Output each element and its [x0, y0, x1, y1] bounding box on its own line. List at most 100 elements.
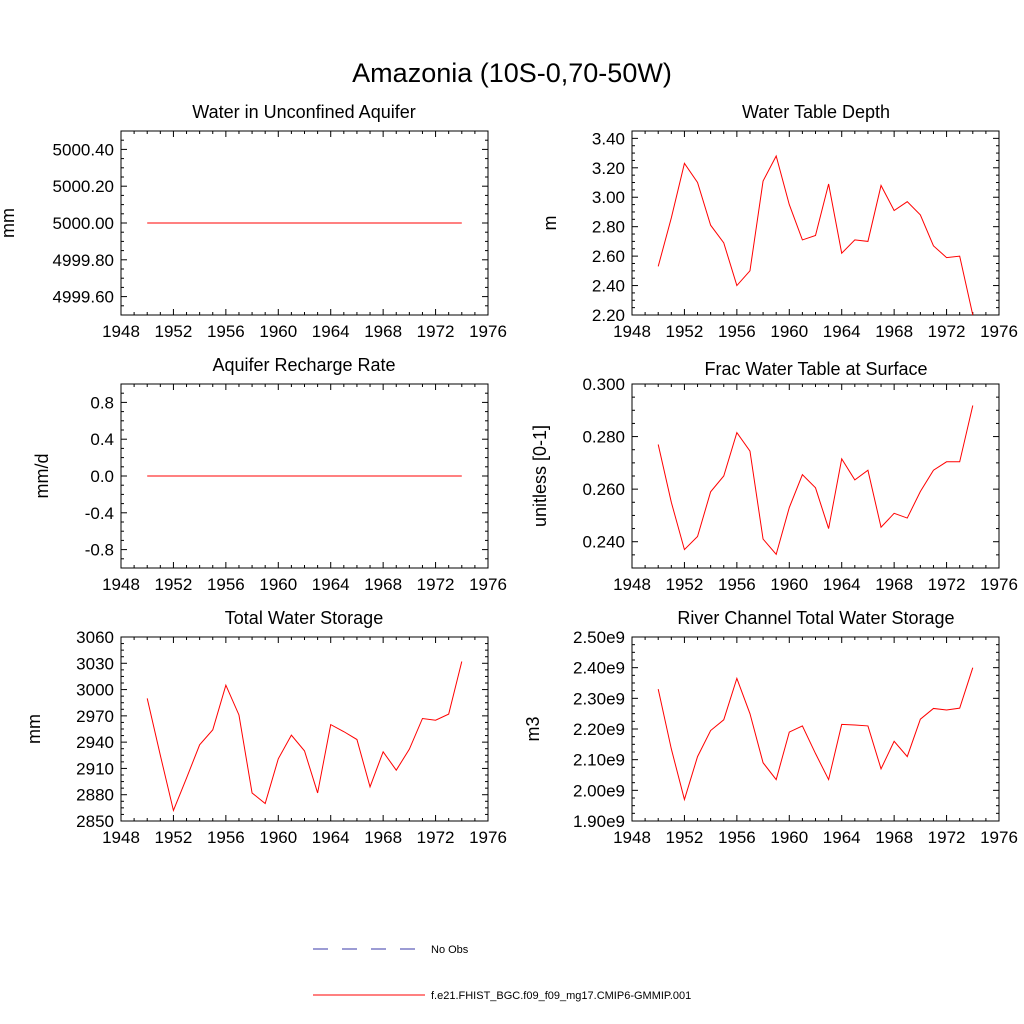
y-tick-label: -0.8 — [85, 541, 114, 560]
x-tick-label: 1964 — [823, 828, 861, 847]
y-tick-label: 3.20 — [592, 159, 625, 178]
panel-frac-water-table-at-surface: Frac Water Table at Surface 1948 1952 1956… — [530, 359, 1018, 594]
x-tick-label: 1968 — [364, 828, 402, 847]
y-axis-label: mm — [24, 714, 44, 744]
y-tick-label: 3030 — [76, 654, 114, 673]
x-tick-label: 1956 — [718, 575, 756, 594]
plot-frame — [120, 636, 489, 822]
legend: No Obs f.e21.FHIST_BGC.f09_f09_mg17.CMIP… — [313, 944, 691, 1002]
legend-label: No Obs — [431, 944, 469, 956]
y-tick-label: 2.30e9 — [573, 689, 625, 708]
y-tick-label: 2.00e9 — [573, 781, 625, 800]
plot-area: 1948 1952 1956 1960 1964 1968 1972 1976 4999.60 4… — [0, 130, 507, 341]
x-tick-label: 1976 — [980, 828, 1018, 847]
legend-label: f.e21.FHIST_BGC.f09_f09_mg17.CMIP6-GMMIP… — [431, 990, 691, 1002]
y-tick-label: 2.80 — [592, 218, 625, 237]
plot-area: 1948 1952 1956 1960 1964 1968 1972 1976 2.20 2.40… — [540, 129, 1018, 341]
panel-title: Aquifer Recharge Rate — [212, 355, 395, 375]
x-tick-label: 1956 — [207, 828, 245, 847]
x-tick-label: 1976 — [469, 322, 507, 341]
y-tick-label: 2.10e9 — [573, 751, 625, 770]
x-tick-label: 1960 — [770, 828, 808, 847]
x-tick-label: 1948 — [102, 575, 140, 594]
x-tick-label: 1952 — [666, 575, 704, 594]
y-tick-label: 2.50e9 — [573, 628, 625, 647]
y-tick-label: 2.40e9 — [573, 659, 625, 678]
plot-area: 1948 1952 1956 1960 1964 1968 1972 1976 -0.8 -0.4… — [32, 383, 507, 594]
panel-water-table-depth: Water Table Depth 1948 1952 1956 1960 1964 19… — [540, 102, 1018, 341]
panel-total-water-storage: Total Water Storage 1948 1952 1956 1960 1964… — [24, 608, 507, 847]
x-tick-label: 1964 — [823, 575, 861, 594]
y-tick-label: 2850 — [76, 812, 114, 831]
panel-water-in-unconfined-aquifer: Water in Unconfined Aquifer 1948 1952 1956… — [0, 102, 507, 341]
x-tick-label: 1968 — [875, 575, 913, 594]
x-tick-label: 1976 — [469, 828, 507, 847]
series-line — [657, 667, 974, 802]
x-tick-label: 1948 — [613, 322, 651, 341]
y-tick-label: 0.260 — [582, 480, 625, 499]
y-tick-label: 1.90e9 — [573, 812, 625, 831]
x-tick-label: 1956 — [718, 828, 756, 847]
x-tick-label: 1948 — [613, 575, 651, 594]
x-tick-label: 1948 — [102, 828, 140, 847]
panel-title: Total Water Storage — [225, 608, 383, 628]
y-axis-label: m — [540, 216, 560, 231]
y-tick-label: 0.300 — [582, 375, 625, 394]
y-tick-label: 3.00 — [592, 188, 625, 207]
y-tick-label: 3.40 — [592, 129, 625, 148]
x-tick-label: 1968 — [875, 828, 913, 847]
x-tick-label: 1952 — [155, 575, 193, 594]
series-line — [146, 661, 463, 813]
plot-area: 1948 1952 1956 1960 1964 1968 1972 1976 2850 2880… — [24, 628, 507, 847]
plot-area: 1948 1952 1956 1960 1964 1968 1972 1976 0.240 0.2… — [530, 375, 1018, 594]
plot-frame — [631, 383, 1000, 569]
x-tick-label: 1964 — [823, 322, 861, 341]
x-tick-label: 1972 — [928, 828, 966, 847]
y-axis-label: unitless [0-1] — [530, 425, 550, 527]
panel-title: Frac Water Table at Surface — [704, 359, 927, 379]
plot-frame — [631, 130, 1000, 316]
x-tick-label: 1972 — [417, 828, 455, 847]
series-line — [657, 154, 974, 316]
y-tick-label: 0.8 — [90, 393, 114, 412]
y-tick-label: 0.280 — [582, 428, 625, 447]
y-tick-label: 5000.00 — [53, 214, 114, 233]
x-tick-label: 1960 — [259, 575, 297, 594]
series-line — [657, 405, 974, 556]
y-tick-label: 0.0 — [90, 467, 114, 486]
x-tick-label: 1976 — [980, 575, 1018, 594]
x-tick-label: 1948 — [613, 828, 651, 847]
y-tick-label: 3000 — [76, 681, 114, 700]
x-tick-label: 1968 — [364, 575, 402, 594]
figure-title: Amazonia (10S-0,70-50W) — [352, 58, 672, 88]
x-tick-label: 1952 — [155, 828, 193, 847]
y-tick-label: 0.4 — [90, 430, 114, 449]
y-tick-label: 2.20 — [592, 306, 625, 325]
y-tick-label: 2910 — [76, 759, 114, 778]
x-tick-label: 1960 — [770, 322, 808, 341]
y-tick-label: 2880 — [76, 786, 114, 805]
y-axis-label: mm — [0, 208, 18, 238]
y-tick-label: 5000.40 — [53, 140, 114, 159]
y-tick-label: 2.40 — [592, 277, 625, 296]
x-tick-label: 1952 — [155, 322, 193, 341]
panel-title: Water Table Depth — [742, 102, 890, 122]
x-tick-label: 1964 — [312, 322, 350, 341]
y-tick-label: 2.60 — [592, 247, 625, 266]
y-tick-label: 2940 — [76, 733, 114, 752]
x-tick-label: 1956 — [718, 322, 756, 341]
x-tick-label: 1952 — [666, 322, 704, 341]
y-axis-label: m3 — [523, 716, 543, 741]
plot-area: 1948 1952 1956 1960 1964 1968 1972 1976 1.90e9 2.… — [523, 628, 1018, 847]
x-tick-label: 1956 — [207, 575, 245, 594]
y-tick-label: 5000.20 — [53, 177, 114, 196]
x-tick-label: 1960 — [770, 575, 808, 594]
x-tick-label: 1972 — [417, 322, 455, 341]
panel-aquifer-recharge-rate: Aquifer Recharge Rate 1948 1952 1956 1960 19… — [32, 355, 507, 594]
x-tick-label: 1952 — [666, 828, 704, 847]
y-tick-label: 2.20e9 — [573, 720, 625, 739]
x-tick-label: 1964 — [312, 575, 350, 594]
y-tick-label: 3060 — [76, 628, 114, 647]
x-tick-label: 1968 — [364, 322, 402, 341]
